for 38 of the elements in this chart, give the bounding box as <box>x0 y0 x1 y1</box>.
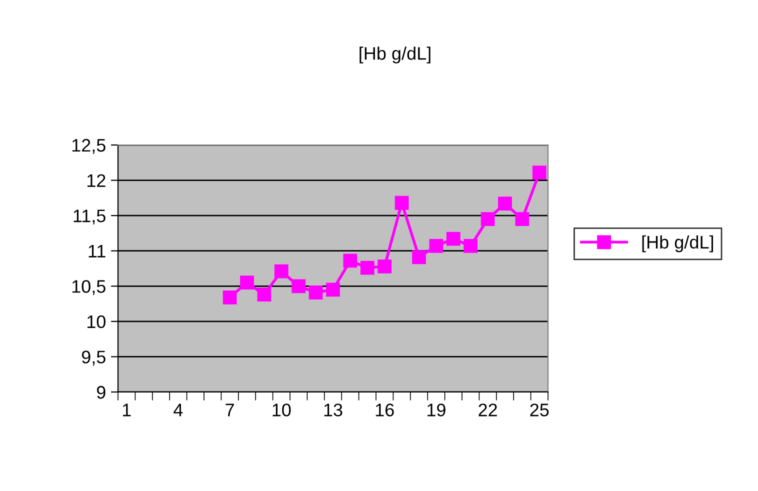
point <box>515 212 530 226</box>
point <box>308 286 323 300</box>
point <box>274 264 288 278</box>
point <box>446 232 460 246</box>
x-tick-label: 25 <box>530 404 549 416</box>
x-tick-label: 10 <box>272 404 291 416</box>
y-tick-label: 10 <box>87 315 106 328</box>
x-tick-label: 4 <box>174 404 183 416</box>
y-tick-label: 12 <box>87 174 106 187</box>
point <box>480 212 495 226</box>
y-tick-label: 12,5 <box>72 138 106 154</box>
point <box>326 282 340 297</box>
x-tick-label: 1 <box>122 404 131 416</box>
point <box>222 290 237 304</box>
y-tick-label: 11,5 <box>74 210 106 224</box>
point <box>292 279 306 294</box>
y-tick-label: 9 <box>97 386 106 399</box>
legend-label: [Hb g/dL] <box>642 235 714 252</box>
chart-title: [Hb g/dL] <box>360 46 430 64</box>
y-tick-label: 11 <box>88 244 106 258</box>
x-tick-label: 16 <box>376 404 394 416</box>
point <box>360 260 374 275</box>
y-tick-label: 9,5 <box>82 350 106 366</box>
x-tick-label: 13 <box>324 404 342 416</box>
point <box>394 196 409 210</box>
point <box>429 238 444 253</box>
point <box>378 259 392 274</box>
point <box>343 254 358 268</box>
y-tick-label: 10,5 <box>72 280 106 295</box>
point <box>498 196 512 211</box>
point <box>532 166 546 180</box>
point <box>412 250 426 264</box>
x-tick-label: 7 <box>226 404 234 416</box>
x-tick-label: 19 <box>428 404 446 416</box>
point <box>464 238 478 253</box>
point <box>240 276 254 290</box>
x-tick-label: 22 <box>478 404 497 416</box>
point <box>257 288 272 302</box>
